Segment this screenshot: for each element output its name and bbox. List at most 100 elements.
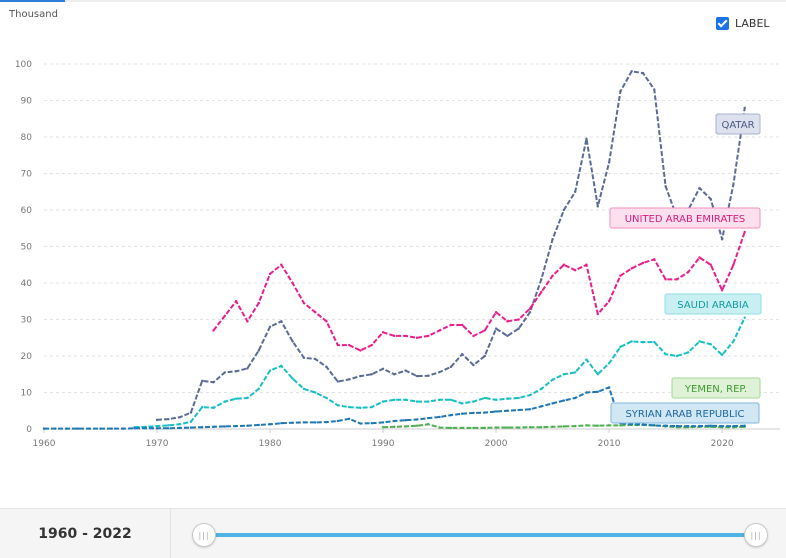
data-point <box>472 363 475 367</box>
data-point <box>370 373 373 376</box>
data-point <box>573 424 577 428</box>
data-point <box>686 424 690 428</box>
data-point <box>517 396 520 400</box>
data-point <box>517 408 520 412</box>
data-point <box>427 416 430 420</box>
data-point <box>619 345 622 349</box>
data-point <box>573 269 577 272</box>
data-point <box>664 278 667 281</box>
data-point <box>585 263 588 266</box>
data-point <box>280 263 283 266</box>
label-toggle[interactable]: LABEL <box>716 15 770 31</box>
data-point <box>65 427 68 430</box>
data-point <box>596 373 599 376</box>
data-point <box>370 405 373 409</box>
data-point <box>517 426 520 429</box>
top-bar <box>0 0 786 2</box>
data-point <box>336 343 340 347</box>
data-point <box>302 301 306 305</box>
data-point <box>720 289 724 292</box>
data-point <box>246 320 249 323</box>
data-point <box>630 340 633 343</box>
data-point <box>234 300 238 303</box>
data-point <box>596 390 599 393</box>
series-label-text: SYRIAN ARAB REPUBLIC <box>625 409 744 420</box>
data-point <box>302 421 306 424</box>
data-point <box>641 423 645 426</box>
data-point <box>698 424 701 428</box>
data-point <box>280 421 283 425</box>
data-point <box>732 183 735 186</box>
data-point <box>438 426 441 429</box>
data-point <box>732 263 735 266</box>
series-label-text: QATAR <box>721 120 754 131</box>
data-point <box>732 340 735 343</box>
data-point <box>607 362 611 365</box>
data-point <box>562 425 566 428</box>
data-point <box>540 290 543 294</box>
data-point <box>314 357 317 361</box>
series-label-box <box>664 293 762 315</box>
x-tick-label: 1970 <box>146 439 169 449</box>
year-range-slider[interactable] <box>204 533 756 537</box>
data-point <box>201 425 204 429</box>
data-point <box>257 301 260 305</box>
data-point <box>506 334 509 338</box>
data-point <box>483 329 486 332</box>
data-point <box>664 352 667 356</box>
data-point <box>291 421 294 424</box>
data-point <box>314 391 317 394</box>
data-point <box>99 427 102 430</box>
series-label-box <box>609 207 761 229</box>
series-label-tag: YEMEN, REP. <box>671 377 761 399</box>
data-point <box>460 426 464 430</box>
grip-icon: ||| <box>198 530 210 540</box>
data-point <box>302 387 306 391</box>
data-point <box>596 424 599 427</box>
data-point <box>178 426 181 430</box>
data-point <box>404 425 407 428</box>
label-checkbox-icon[interactable] <box>716 16 729 30</box>
range-start: 1960 <box>38 525 78 542</box>
data-point <box>54 427 57 430</box>
data-point <box>720 353 724 357</box>
data-point <box>393 419 396 423</box>
data-point <box>212 406 215 410</box>
data-point <box>540 278 543 281</box>
data-point <box>562 263 566 266</box>
data-point <box>528 425 532 429</box>
data-point <box>743 316 746 319</box>
data-point <box>223 425 227 428</box>
data-point <box>585 391 588 394</box>
data-point <box>732 424 735 428</box>
data-point <box>223 400 227 403</box>
data-point <box>494 410 498 413</box>
data-point <box>551 378 554 381</box>
data-point <box>438 415 441 419</box>
data-point <box>359 422 362 425</box>
data-point <box>246 367 249 370</box>
line-chart: 0 10 20 30 40 50 60 70 80 90 100 1960 1970 1980 1990 2… <box>15 60 780 449</box>
data-point <box>675 278 679 281</box>
data-point <box>347 405 351 409</box>
data-point <box>449 413 453 417</box>
data-point <box>155 424 159 428</box>
data-point <box>483 426 486 430</box>
data-point <box>314 311 317 314</box>
data-point <box>404 398 407 401</box>
x-tick-label: 1960 <box>33 439 56 449</box>
data-point <box>653 258 656 261</box>
data-point <box>438 370 441 374</box>
data-point <box>528 408 532 411</box>
data-point <box>619 424 622 427</box>
data-point <box>506 320 509 323</box>
data-point <box>280 320 283 323</box>
y-tick-label: 90 <box>21 97 33 107</box>
slider-end-handle[interactable]: ||| <box>744 523 768 547</box>
data-point <box>562 373 566 376</box>
y-tick-label: 40 <box>21 279 33 289</box>
x-tick-label: 2010 <box>598 439 621 449</box>
data-point <box>415 400 419 403</box>
data-point <box>314 421 317 424</box>
slider-start-handle[interactable]: ||| <box>192 523 216 547</box>
